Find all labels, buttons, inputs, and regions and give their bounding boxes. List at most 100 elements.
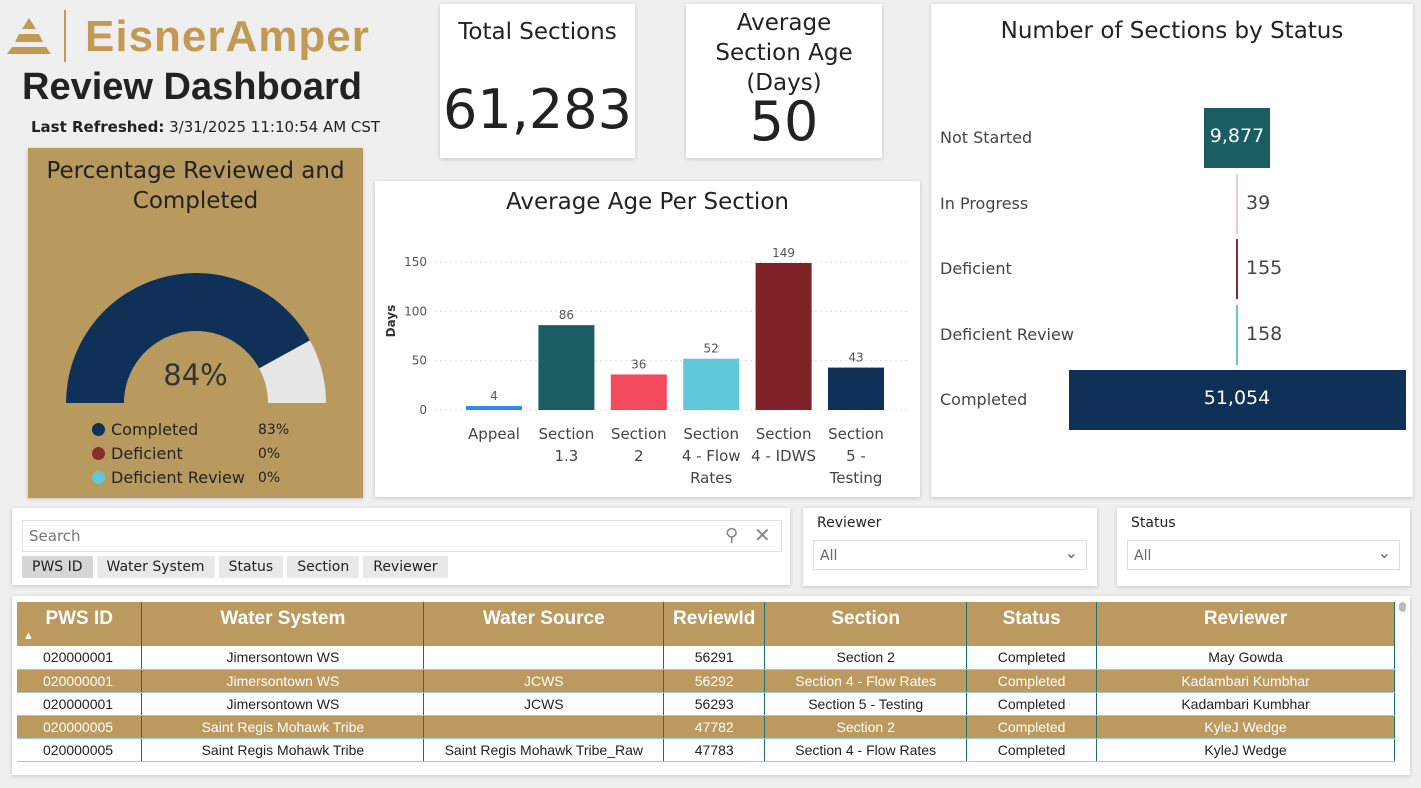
table-cell: Section 5 - Testing [764,692,968,716]
funnel-value: 158 [1246,322,1283,345]
table-cell: Saint Regis Mohawk Tribe_Raw [423,738,665,762]
table-row[interactable]: 020000001 Jimersontown WS JCWS 56293 Section… [17,692,1395,716]
table-cell: JCWS [423,692,665,716]
legend-completed: Completed 83% [92,420,292,439]
table-cell: JCWS [423,669,665,693]
table-cell: Completed [966,669,1098,693]
table-cell: 020000001 [17,646,143,670]
table-row[interactable]: 020000001 Jimersontown WS 56291 Section 2 Co… [17,646,1395,670]
clear-icon[interactable]: ✕ [754,523,771,547]
data-label: 43 [848,351,863,365]
column-header[interactable]: PWS ID ▲ [17,602,143,646]
table-cell [423,646,665,670]
data-label: 52 [704,342,719,356]
table-cell: Jimersontown WS [141,692,425,716]
table-cell: Completed [966,646,1098,670]
table-cell: Jimersontown WS [141,646,425,670]
table-cell: Section 2 [764,715,968,739]
legend-deficient-review: Deficient Review 0% [92,468,292,487]
search-icon[interactable]: ⚲ [725,525,739,546]
data-label: 149 [772,246,795,260]
chevron-down-icon: ⌄ [1064,543,1078,562]
y-tick-label: 100 [404,304,427,318]
bar-5[interactable] [828,367,884,410]
funnel-bar[interactable] [1236,173,1238,234]
status-funnel-card: Number of Sections by Status Not Started… [931,4,1413,497]
legend-deficient: Deficient 0% [92,444,292,463]
table-cell: 47783 [663,738,766,762]
gauge-card: Percentage Reviewed and Completed 84% Co… [28,148,363,498]
avg-age-bar-chart: 0 50 100 150 Days 4 86 36 52 149 43 [384,246,910,417]
sort-ascending-icon[interactable]: ▲ [23,630,34,642]
chip-reviewer[interactable]: Reviewer [363,556,448,578]
funnel-bar[interactable] [1068,370,1406,430]
table-cell: 56292 [663,669,766,693]
table-cell: Jimersontown WS [141,669,425,693]
x-tick-label: Section 4 - Flow Rates [681,425,741,487]
table-cell: 47782 [663,715,766,739]
funnel-bar[interactable] [1236,239,1238,299]
column-header[interactable]: Section [764,602,968,646]
table-cell: Saint Regis Mohawk Tribe [141,715,425,739]
table-cell: Saint Regis Mohawk Tribe [141,738,425,762]
gauge-value: 84% [163,358,228,392]
gauge-chart [66,273,326,403]
search-input[interactable] [22,520,782,552]
column-header[interactable]: Reviewer [1096,602,1395,646]
funnel-label: Deficient [940,259,1012,278]
y-tick-label: 50 [412,354,427,368]
funnel-value: 51,054 [1203,387,1271,409]
table-cell: Kadambari Kumbhar [1096,669,1395,693]
pyramid-logo-icon [7,18,51,54]
y-tick-label: 150 [404,255,427,269]
gauge-fill [66,273,310,403]
x-tick-label: Section 4 - IDWS [751,425,816,465]
column-header[interactable]: Status [966,602,1098,646]
funnel-label: Completed [940,390,1028,409]
bar-0[interactable] [466,406,522,410]
table-cell: Completed [966,692,1098,716]
x-tick-label: Section 1.3 [538,425,595,465]
x-tick-label: Appeal [468,425,520,443]
chip-section[interactable]: Section [287,556,360,578]
scrollbar[interactable] [1399,602,1406,612]
funnel-value: 39 [1246,191,1271,214]
column-header[interactable]: ReviewId [663,602,766,646]
table-row[interactable]: 020000001 Jimersontown WS JCWS 56292 Section… [17,669,1395,693]
chip-status[interactable]: Status [218,556,284,578]
table-cell: Section 4 - Flow Rates [764,669,968,693]
bar-2[interactable] [610,374,667,410]
page-title: Review Dashboard [22,66,362,108]
column-header[interactable]: Water System [141,602,425,646]
funnel-bar[interactable] [1236,304,1238,365]
sections-table-card: PWS ID ▲ Water System Water Source ReviewId S… [12,596,1410,775]
funnel-bar[interactable] [1204,108,1270,168]
funnel-label: Not Started [940,128,1033,147]
chip-pws-id[interactable]: PWS ID [22,556,93,578]
status-filter: Status All ⌄ [1117,508,1410,586]
table-cell: Kadambari Kumbhar [1096,692,1395,716]
y-tick-label: 0 [419,403,427,417]
table-cell [423,715,665,739]
search-field-chips: PWS ID Water System Status Section Reviewer [22,556,452,578]
table-row[interactable]: 020000005 Saint Regis Mohawk Tribe 47782 Se… [17,715,1395,739]
table-cell: 56291 [663,646,766,670]
chip-water-system[interactable]: Water System [96,556,215,578]
funnel-value: 9,877 [1209,125,1265,147]
bar-3[interactable] [683,358,740,410]
table-row[interactable]: 020000005 Saint Regis Mohawk Tribe Saint R… [17,738,1395,762]
bar-4[interactable] [755,262,812,410]
eisneramper-logo: EisnerAmper [5,8,395,66]
column-header[interactable]: Water Source [423,602,665,646]
funnel-value: 155 [1246,257,1283,279]
status-dropdown[interactable]: All ⌄ [1127,540,1400,570]
reviewer-dropdown[interactable]: All ⌄ [813,540,1087,570]
bar-1[interactable] [538,325,595,410]
table-cell: 020000005 [17,738,143,762]
data-label: 36 [631,357,646,371]
table-cell: May Gowda [1096,646,1395,670]
kpi-total-sections: Total Sections 61,283 [440,4,635,158]
funnel-label: In Progress [940,193,1029,213]
kpi-average-age: Average Section Age (Days) 50 [686,4,882,158]
